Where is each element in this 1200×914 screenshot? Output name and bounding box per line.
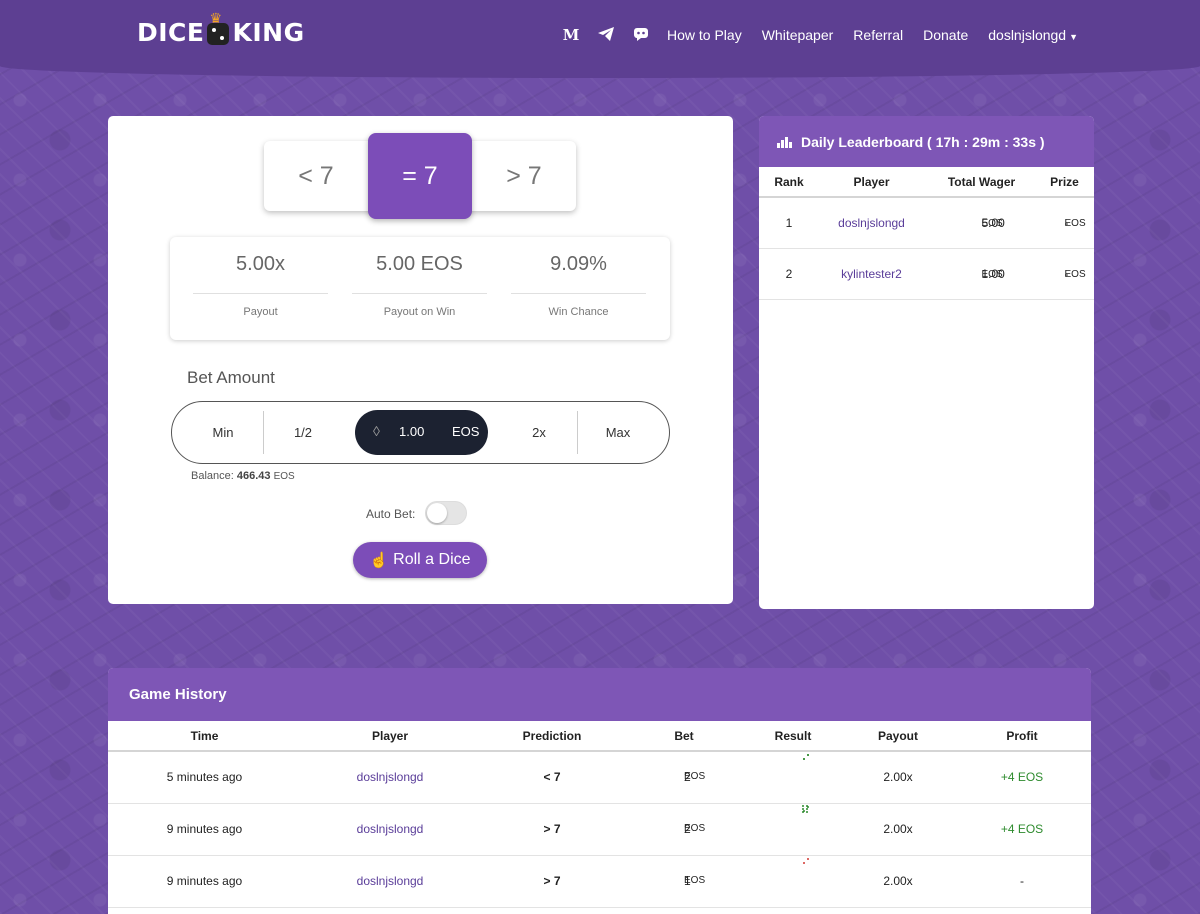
payout-stat: 5.00x Payout bbox=[193, 237, 328, 318]
bar-chart-icon bbox=[777, 136, 793, 148]
player-link[interactable]: doslnjslongd bbox=[838, 216, 905, 230]
table-row: 9 minutes ago doslnjslongd > 7 2.00x +4 EOS 2… bbox=[108, 804, 1091, 856]
bet-half-button[interactable]: 1/2 bbox=[293, 425, 313, 440]
table-row: 1 doslnjslongd 5.00 EOS - EOS bbox=[759, 198, 1094, 249]
user-name: doslnjslongd bbox=[988, 27, 1067, 43]
col-time: Time bbox=[190, 729, 219, 743]
rank: 1 bbox=[785, 216, 793, 230]
col-payout: Payout bbox=[877, 729, 918, 743]
profit-cell: +4 EOS bbox=[1000, 770, 1044, 784]
autobet-label: Auto Bet: bbox=[366, 507, 416, 521]
col-prize: Prize bbox=[1050, 175, 1079, 189]
daily-leaderboard: Daily Leaderboard ( 17h : 29m : 33s ) Ra… bbox=[759, 116, 1094, 609]
col-player: Player bbox=[371, 729, 409, 743]
table-row: 5 minutes ago doslnjslongd < 7 2.00x +4 EOS 2… bbox=[108, 752, 1091, 804]
crown-icon: ♛ bbox=[209, 10, 223, 27]
col-profit: Profit bbox=[1006, 729, 1038, 743]
user-menu[interactable]: doslnjslongd ▼ bbox=[988, 27, 1078, 43]
bet-min-button[interactable]: Min bbox=[212, 425, 234, 440]
col-result: Result bbox=[774, 729, 812, 743]
discord-icon[interactable] bbox=[632, 27, 650, 44]
bet-amount-input[interactable]: ◊ 1.00 EOS bbox=[355, 410, 488, 455]
payout-on-win-stat: 5.00 EOS Payout on Win bbox=[352, 237, 487, 318]
prediction-cell: > 7 bbox=[543, 874, 561, 888]
nav-whitepaper[interactable]: Whitepaper bbox=[761, 27, 834, 43]
divider bbox=[577, 411, 578, 454]
nav-donate[interactable]: Donate bbox=[923, 27, 969, 43]
predict-greater-button[interactable]: > 7 bbox=[506, 161, 542, 190]
win-chance-value: 9.09% bbox=[511, 237, 646, 294]
hand-icon: ☝ bbox=[369, 552, 389, 569]
telegram-icon[interactable] bbox=[597, 26, 615, 44]
win-chance-stat: 9.09% Win Chance bbox=[511, 237, 646, 318]
balance-value: 466.43 bbox=[236, 470, 271, 482]
payout-label: Payout bbox=[243, 306, 278, 318]
game-history-title: Game History bbox=[108, 668, 1091, 721]
col-player: Player bbox=[853, 175, 890, 189]
die-icon bbox=[801, 804, 811, 814]
col-prediction: Prediction bbox=[522, 729, 582, 743]
leaderboard-header-row: Rank Player Total Wager Prize bbox=[759, 167, 1094, 198]
leaderboard-header: Daily Leaderboard ( 17h : 29m : 33s ) bbox=[759, 116, 1094, 167]
leaderboard-title: Daily Leaderboard ( 17h : 29m : 33s ) bbox=[801, 133, 1045, 150]
dice-king-logo[interactable]: DICE ♛ KING bbox=[137, 11, 305, 48]
main-nav: M How to Play Whitepaper Referral Donate… bbox=[562, 24, 1098, 46]
payout-cell: 2.00x bbox=[883, 822, 913, 836]
rank: 2 bbox=[785, 267, 793, 281]
game-history: Game History Time Player Prediction Bet … bbox=[108, 668, 1091, 914]
chevron-down-icon: ▼ bbox=[1069, 32, 1079, 42]
roll-dice-label: Roll a Dice bbox=[393, 551, 471, 568]
medium-icon[interactable]: M bbox=[562, 26, 580, 44]
logo-text-right: KING bbox=[232, 18, 305, 47]
col-rank: Rank bbox=[774, 175, 804, 189]
payout-value: 5.00x bbox=[193, 237, 328, 294]
die-icon bbox=[801, 752, 811, 762]
time-cell: 5 minutes ago bbox=[166, 770, 243, 784]
profit-cell: +4 EOS bbox=[1000, 822, 1044, 836]
payout-cell: 2.00x bbox=[883, 770, 913, 784]
balance: Balance: 466.43 EOS bbox=[191, 470, 295, 482]
logo-text-left: DICE bbox=[137, 18, 205, 47]
dice-icon: ♛ bbox=[207, 11, 230, 45]
payout-on-win-label: Payout on Win bbox=[383, 306, 456, 318]
bet-stats: 5.00x Payout 5.00 EOS Payout on Win 9.09… bbox=[170, 237, 670, 340]
predict-less-button[interactable]: < 7 bbox=[298, 161, 334, 190]
bet-amount-control: Min 1/2 ◊ 1.00 EOS 2x Max bbox=[171, 401, 670, 464]
divider bbox=[263, 411, 264, 454]
predict-equal-button[interactable]: = 7 bbox=[368, 133, 472, 219]
history-header-row: Time Player Prediction Bet Result Payout… bbox=[108, 721, 1091, 752]
top-navbar: DICE ♛ KING M How to Play Whitepaper Ref… bbox=[0, 0, 1200, 78]
autobet-toggle[interactable] bbox=[425, 501, 467, 525]
time-cell: 9 minutes ago bbox=[166, 822, 243, 836]
table-row: 9 minutes ago doslnjslongd > 7 2.00x -1 EOS bbox=[108, 856, 1091, 908]
die-icon bbox=[801, 856, 811, 866]
bet-max-button[interactable]: Max bbox=[605, 425, 631, 440]
table-row: 2 kylintester2 1.00 EOS - EOS bbox=[759, 249, 1094, 300]
bet-amount-value: 1.00 bbox=[399, 424, 425, 439]
balance-label: Balance: bbox=[191, 470, 234, 482]
player-link[interactable]: doslnjslongd bbox=[356, 874, 424, 888]
win-chance-label: Win Chance bbox=[548, 306, 609, 318]
bet-double-button[interactable]: 2x bbox=[532, 425, 546, 440]
balance-unit: EOS bbox=[273, 471, 295, 482]
nav-how-to-play[interactable]: How to Play bbox=[667, 27, 742, 43]
player-link[interactable]: doslnjslongd bbox=[356, 770, 424, 784]
bet-amount-label: Bet Amount bbox=[187, 368, 275, 387]
prediction-cell: < 7 bbox=[543, 770, 561, 784]
bet-amount-unit: EOS bbox=[452, 424, 480, 439]
eos-icon: ◊ bbox=[373, 423, 380, 439]
profit-cell: - bbox=[1020, 874, 1024, 888]
player-link[interactable]: doslnjslongd bbox=[356, 822, 424, 836]
col-total-wager: Total Wager bbox=[947, 175, 1016, 189]
roll-dice-button[interactable]: ☝ Roll a Dice bbox=[353, 542, 487, 578]
payout-on-win-value: 5.00 EOS bbox=[352, 237, 487, 294]
prediction-cell: > 7 bbox=[543, 822, 561, 836]
leaderboard-table: Rank Player Total Wager Prize 1 doslnjsl… bbox=[759, 167, 1094, 300]
nav-referral[interactable]: Referral bbox=[853, 27, 904, 43]
payout-cell: 2.00x bbox=[883, 874, 913, 888]
col-bet: Bet bbox=[674, 729, 694, 743]
time-cell: 9 minutes ago bbox=[166, 874, 243, 888]
player-link[interactable]: kylintester2 bbox=[841, 267, 902, 281]
